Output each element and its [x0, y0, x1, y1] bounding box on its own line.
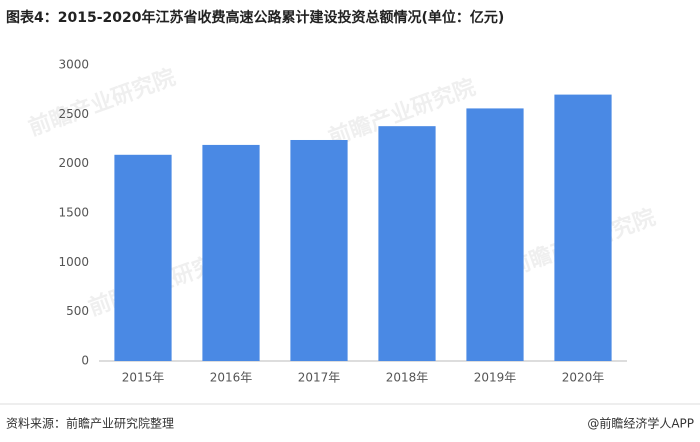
x-tick-label: 2016年 — [210, 371, 253, 385]
y-tick-label: 2500 — [58, 107, 89, 121]
y-tick-label: 1000 — [58, 255, 89, 269]
y-tick-label: 2000 — [58, 156, 89, 170]
y-tick-label: 500 — [66, 304, 89, 318]
bar — [466, 108, 524, 361]
bar — [114, 154, 172, 361]
x-tick-label: 2020年 — [562, 371, 605, 385]
x-tick-label: 2015年 — [122, 371, 165, 385]
x-tick-label: 2017年 — [298, 371, 341, 385]
y-tick-label: 0 — [81, 354, 89, 368]
bar — [378, 126, 436, 361]
chart-title: 图表4：2015-2020年江苏省收费高速公路累计建设投资总额情况(单位：亿元) — [6, 9, 504, 26]
credit: @前瞻经济学人APP — [587, 416, 694, 431]
bar — [202, 144, 260, 361]
x-tick-label: 2019年 — [474, 371, 517, 385]
y-tick-label: 1500 — [58, 206, 89, 220]
y-tick-label: 3000 — [58, 58, 89, 72]
bar — [290, 139, 348, 361]
source: 资料来源：前瞻产业研究院整理 — [6, 416, 174, 431]
x-tick-label: 2018年 — [386, 371, 429, 385]
bar — [554, 94, 612, 361]
